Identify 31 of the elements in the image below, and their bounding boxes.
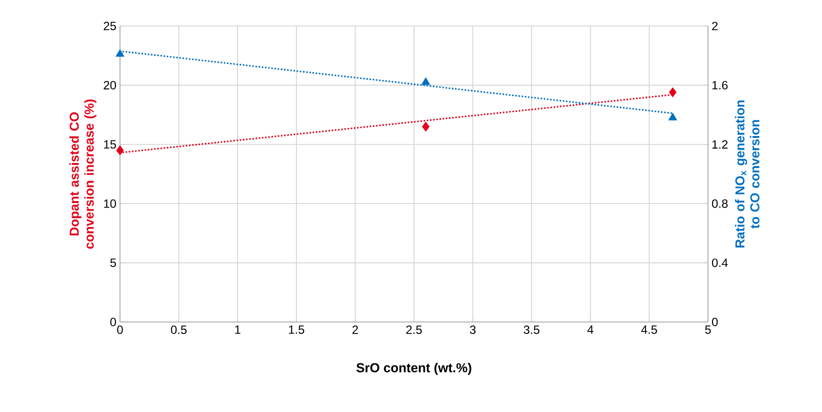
- point: [116, 49, 124, 57]
- x-tick-label: 3: [470, 326, 476, 334]
- x-tick-label: 2.5: [406, 326, 422, 334]
- y-tick-label: 10: [104, 199, 116, 208]
- x-tick-label: 1: [235, 326, 240, 334]
- x-axis-title: SrO content (wt.%): [356, 362, 472, 375]
- x-tick-label: 4: [587, 326, 594, 334]
- x-tick-label: 0.5: [170, 326, 187, 334]
- y2-tick-label: 2: [712, 22, 718, 30]
- x-tick-label: 2: [352, 326, 358, 334]
- point: [422, 122, 430, 132]
- x-tick-label: 1.5: [289, 326, 304, 334]
- x-tick-label: 3.5: [524, 326, 540, 334]
- x-tick-label: 4.5: [641, 326, 658, 334]
- y-tick-label: 15: [104, 140, 116, 149]
- y-tick-label: 20: [104, 80, 116, 90]
- x-tick-label: 5: [705, 326, 711, 334]
- point: [421, 77, 430, 85]
- y2-tick-label: 1.2: [712, 140, 728, 149]
- y-tick-label: 5: [110, 258, 116, 267]
- y2-tick-label: 0.8: [712, 199, 728, 208]
- y-tick-label: 25: [104, 22, 116, 30]
- y-axis-title: Dopant assisted CO conversion increase (%): [69, 99, 96, 249]
- y-tick-label: 0: [110, 318, 116, 326]
- point: [668, 112, 678, 120]
- point: [668, 87, 677, 98]
- y2-tick-label: 1.6: [712, 80, 728, 90]
- y2-tick-label: 0.4: [712, 258, 728, 268]
- point: [116, 145, 124, 156]
- y2-tick-label: 0: [712, 318, 718, 326]
- x-tick-label: 0: [117, 326, 123, 334]
